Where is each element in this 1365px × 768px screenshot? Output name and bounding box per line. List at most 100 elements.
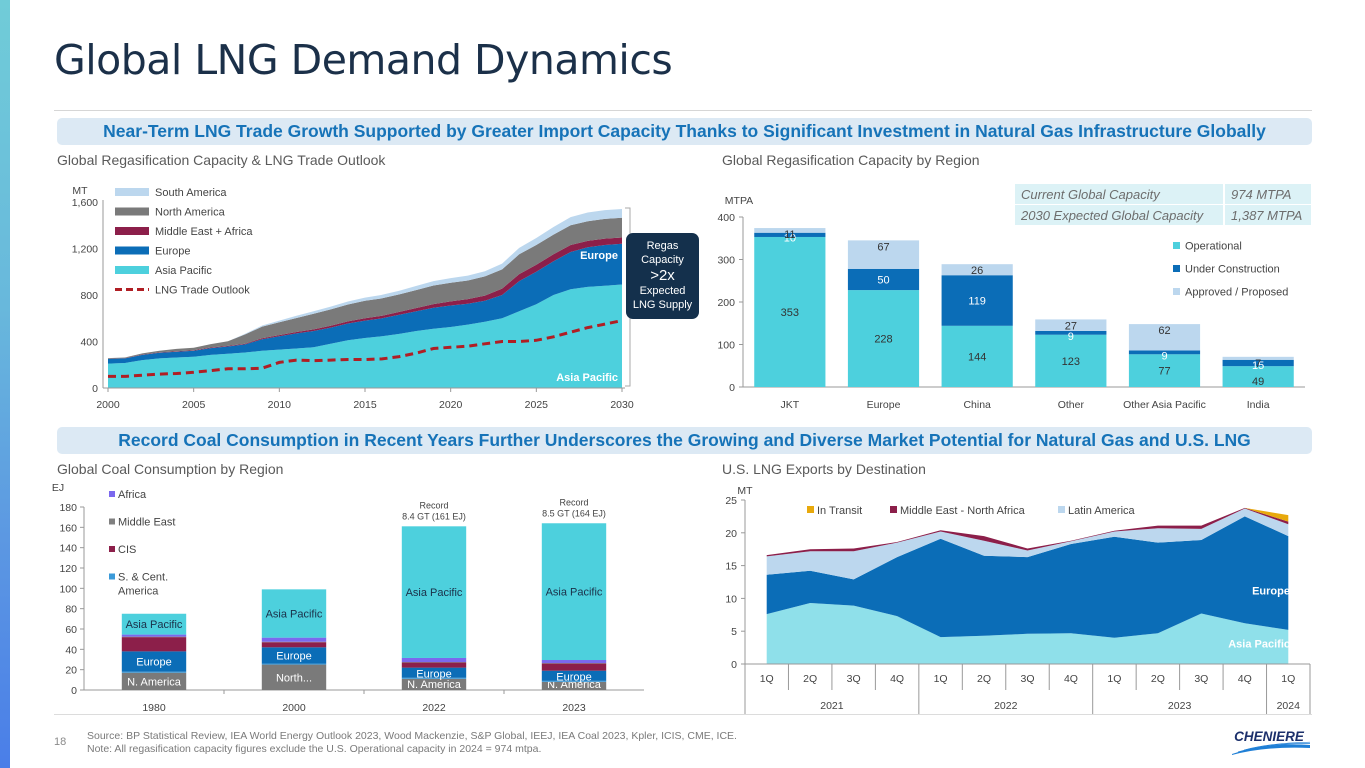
- legend-swatch-south_america: [115, 188, 149, 196]
- y-axis-label: MTPA: [725, 195, 753, 207]
- banner-bottom: Record Coal Consumption in Recent Years …: [57, 427, 1312, 454]
- bar-europe: [401, 667, 467, 678]
- bar-operational: [754, 236, 826, 387]
- banner-top: Near-Term LNG Trade Growth Supported by …: [57, 118, 1312, 145]
- x-tick-label: 3Q: [1020, 673, 1034, 685]
- y-tick-label: 10: [725, 593, 737, 605]
- bar-segment-label: Asia Pacific: [266, 608, 323, 620]
- bar-value-label: 119: [968, 296, 986, 308]
- legend-label: Europe: [155, 246, 190, 258]
- x-tick-label: India: [1247, 399, 1270, 411]
- bar-segment-label: N. America: [407, 679, 462, 691]
- x-tick-label: 1Q: [760, 673, 774, 685]
- x-tick-label: 2000: [96, 399, 120, 411]
- x-tick-label: 2023: [562, 702, 586, 714]
- bar-under_construction: [847, 268, 920, 291]
- bar-segment-label: N. America: [127, 676, 182, 688]
- legend-label: CIS: [118, 544, 136, 556]
- x-tick-label: 1Q: [934, 673, 948, 685]
- callout-line4: Expected: [639, 285, 686, 297]
- bar-value-label: 15: [1252, 360, 1264, 372]
- legend-label: In Transit: [817, 505, 862, 517]
- legend-label: North America: [155, 207, 226, 219]
- x-tick-label: 2Q: [977, 673, 991, 685]
- legend-label: Latin America: [1068, 505, 1136, 517]
- legend-label: Asia Pacific: [155, 265, 212, 277]
- y-tick-label: 140: [59, 543, 77, 555]
- bar-coal_middle_east: [121, 636, 187, 638]
- bar-coal_north_america: [541, 681, 607, 690]
- bar-operational: [1222, 366, 1294, 387]
- logo-swoosh-icon: [1232, 744, 1310, 755]
- x-tick-label: 3Q: [847, 673, 861, 685]
- logo-swoosh-icon: [1237, 743, 1311, 753]
- bar-value-label: 11: [784, 229, 795, 241]
- x-tick-label: 2022: [422, 702, 446, 714]
- bar-under_construction: [1128, 350, 1201, 355]
- legend-label: Middle East + Africa: [155, 226, 253, 238]
- y-tick-label: 20: [725, 528, 737, 540]
- bar-approved: [1128, 324, 1201, 351]
- bar-coal_sca: [261, 663, 327, 665]
- x-tick-label: Other: [1058, 399, 1085, 411]
- year-label: 2022: [994, 700, 1018, 712]
- bar-under_construction: [1035, 330, 1107, 335]
- bar-coal_middle_east: [261, 641, 327, 643]
- area-europe: [108, 243, 622, 364]
- y-tick-label: 15: [725, 561, 737, 573]
- cheniere-logo: CHENIERE: [1232, 729, 1311, 755]
- bar-coal_middle_east: [401, 662, 467, 663]
- x-tick-label: Europe: [867, 399, 901, 411]
- y-tick-label: 400: [717, 212, 735, 224]
- capacity-label: Current Global Capacity: [1014, 183, 1225, 205]
- footer-notes: Source: BP Statistical Review, IEA World…: [87, 730, 737, 756]
- capacity-table: Current Global Capacity 974 MTPA 2030 Ex…: [1014, 183, 1312, 226]
- area-us_latam: [766, 508, 1289, 580]
- legend-swatch-coal_middle_east: [109, 518, 115, 525]
- x-tick-label: 2020: [439, 399, 463, 411]
- x-tick-label: 2015: [353, 399, 377, 411]
- bar-coal_africa: [121, 634, 187, 637]
- x-tick-label: 2Q: [1151, 673, 1165, 685]
- bar-europe: [121, 651, 187, 672]
- x-tick-label: 4Q: [1064, 673, 1078, 685]
- bar-europe: [541, 670, 607, 681]
- bar-asia_pacific: [121, 613, 187, 635]
- y-tick-label: 100: [59, 583, 77, 595]
- legend-label: Under Construction: [1185, 264, 1280, 276]
- bar-operational: [941, 325, 1013, 387]
- chart-title-regas-region: Global Regasification Capacity by Region: [722, 152, 980, 168]
- x-tick-label: 4Q: [1238, 673, 1252, 685]
- bar-segment-label: Europe: [556, 672, 591, 684]
- x-tick-label: 2Q: [803, 673, 817, 685]
- bar-segment-label: Asia Pacific: [126, 619, 183, 631]
- bar-value-label: 123: [1062, 356, 1080, 368]
- callout-line5: LNG Supply: [632, 299, 693, 311]
- legend-label: America: [118, 586, 159, 598]
- legend-swatch-approved: [1173, 288, 1180, 295]
- note-line: Note: All regasification capacity figure…: [87, 743, 542, 755]
- legend-swatch-asia_pacific: [115, 266, 149, 274]
- bar-value-label: 7: [1255, 358, 1261, 370]
- bar-under_construction: [1222, 359, 1294, 367]
- bar-approved: [1222, 356, 1294, 360]
- page-title: Global LNG Demand Dynamics: [54, 36, 673, 84]
- y-tick-label: 100: [717, 340, 735, 352]
- bar-value-label: 353: [781, 307, 799, 319]
- bar-coal_cis: [121, 637, 187, 652]
- record-annotation: 8.4 GT (161 EJ): [402, 511, 466, 521]
- bar-value-label: 9: [1068, 331, 1074, 343]
- y-tick-label: 300: [717, 255, 735, 267]
- bar-coal_cis: [541, 663, 607, 671]
- x-tick-label: China: [963, 399, 991, 411]
- bar-value-label: 10: [784, 233, 796, 245]
- legend-swatch-coal_africa: [109, 491, 115, 497]
- legend-swatch-under_construction: [1173, 265, 1180, 272]
- capacity-row: 2030 Expected Global Capacity 1,387 MTPA: [1014, 204, 1312, 226]
- x-tick-label: 2010: [268, 399, 292, 411]
- y-tick-label: 1,600: [72, 197, 98, 209]
- y-tick-label: 0: [731, 659, 737, 671]
- y-tick-label: 0: [729, 382, 735, 394]
